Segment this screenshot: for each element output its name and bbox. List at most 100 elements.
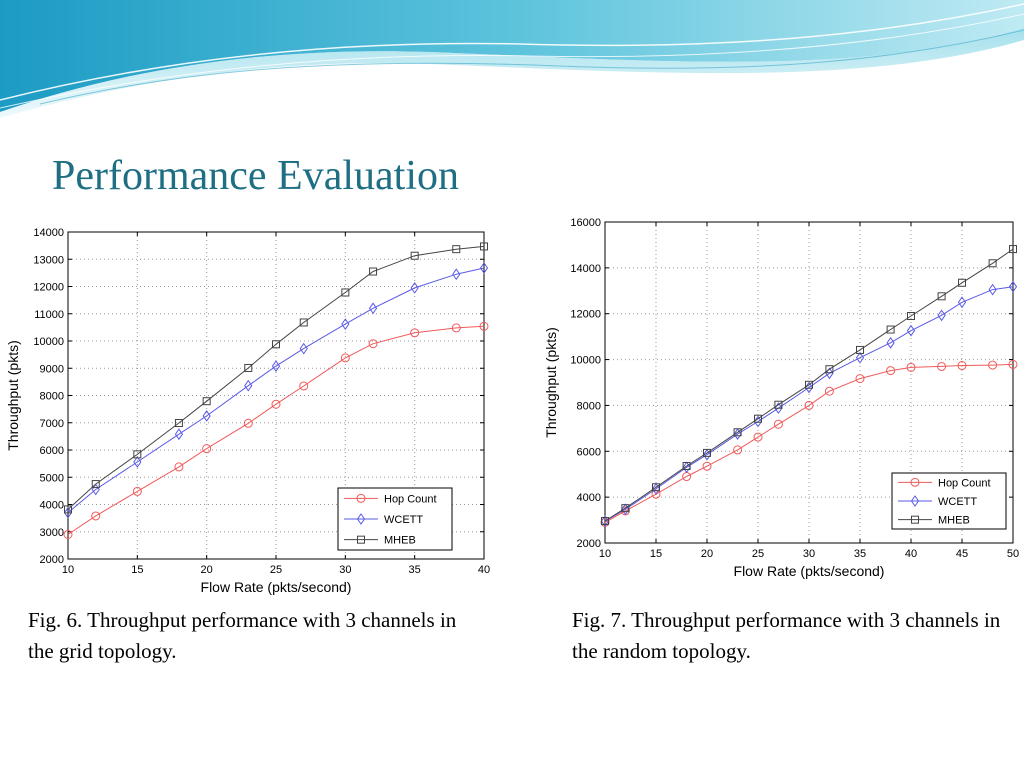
chart2-series-hop-count-point xyxy=(824,386,834,396)
chart1-series-wcett-point xyxy=(341,318,350,330)
chart1-series-mheb-line xyxy=(67,245,485,510)
chart1-series-mheb-point xyxy=(341,288,350,297)
chart1-series-hop-count-point xyxy=(243,418,253,428)
chart2-series-wcett-point xyxy=(682,461,691,474)
chart1-y-tick-label: 12000 xyxy=(33,282,64,294)
chart2-series-wcett-line xyxy=(604,286,1014,522)
chart1-series-wcett-point xyxy=(452,268,461,281)
chart2-x-tick-label: 40 xyxy=(905,548,917,560)
chart2-series-mheb-point xyxy=(703,448,711,457)
chart1-series-wcett-point xyxy=(244,379,253,392)
chart2-y-tick-label: 6000 xyxy=(577,446,601,458)
chart1-y-tick-label: 14000 xyxy=(33,227,64,239)
chart2-series-mheb-point xyxy=(958,278,966,287)
chart1-x-tick-label: 30 xyxy=(339,564,351,576)
chart1-y-tick-label: 9000 xyxy=(40,363,64,375)
chart2-series-wcett-point xyxy=(855,351,865,364)
chart1-legend-entry-wcett-marker xyxy=(356,513,366,525)
chart2-legend-entry-mheb-marker xyxy=(911,515,919,524)
chart1-y-tick-label: 8000 xyxy=(40,391,64,403)
chart1-series-wcett xyxy=(63,262,489,519)
chart1-series-mheb-point xyxy=(369,267,378,276)
chart1-series-hop-count-point xyxy=(368,339,378,349)
chart1-y-axis-label: Throughput (pkts) xyxy=(5,340,21,451)
chart2-series-mheb-point xyxy=(937,292,946,301)
slide-title: Performance Evaluation xyxy=(52,153,459,199)
chart1-series-hop-count-point xyxy=(202,444,212,454)
chart2-series-mheb-point xyxy=(886,325,895,334)
chart2-x-tick-label: 45 xyxy=(956,548,968,560)
chart1-series-hop-count-point xyxy=(63,529,73,539)
chart2-series-wcett-point xyxy=(651,483,661,495)
chart1-x-tick-label: 20 xyxy=(201,564,213,576)
chart1-series-hop-count-line xyxy=(67,325,485,535)
chart2-series-wcett xyxy=(600,280,1018,528)
chart1-series-mheb-point xyxy=(299,318,308,327)
chart1-y-tick-label: 3000 xyxy=(40,527,64,539)
chart2-series-hop-count-point xyxy=(702,461,712,471)
chart1-y-tick-label: 13000 xyxy=(33,254,64,266)
chart1-x-tick-label: 10 xyxy=(62,564,74,576)
chart2-x-tick-label: 50 xyxy=(1007,548,1019,560)
chart2-series-mheb-point xyxy=(774,400,783,409)
chart2-series-mheb-point xyxy=(754,414,762,423)
chart1-series-hop-count-point xyxy=(132,486,142,496)
chart1-series-wcett-point xyxy=(299,342,308,355)
chart1-series-hop-count-point xyxy=(479,321,489,331)
chart2-series-hop-count-point xyxy=(804,400,814,410)
chart1-series-hop-count xyxy=(63,321,489,539)
chart1-series-wcett-point xyxy=(368,302,378,315)
chart2-series-wcett-point xyxy=(702,448,712,461)
chart2-series-mheb-point xyxy=(988,259,997,268)
chart1-y-tick-label: 6000 xyxy=(40,445,64,457)
chart2-series-mheb-point xyxy=(805,380,813,389)
chart1-series-hop-count-point xyxy=(271,399,281,409)
chart1-legend-entry-mheb-marker xyxy=(357,535,365,544)
chart1-series-wcett-line xyxy=(67,267,485,514)
chart1-series-mheb-point xyxy=(174,419,183,428)
chart1-series-mheb xyxy=(64,242,488,514)
chart2-series-mheb-point xyxy=(825,365,834,374)
chart1-y-tick-label: 4000 xyxy=(40,500,64,512)
chart1-series-mheb-point xyxy=(480,242,488,251)
chart2-series-wcett-point xyxy=(957,296,967,309)
chart1-series-mheb-point xyxy=(202,397,211,406)
chart2-series-wcett-point xyxy=(886,336,895,349)
chart1-series-wcett-point xyxy=(479,262,489,274)
chart2-legend-entry-hop-count-marker xyxy=(910,477,920,487)
chart2-series-hop-count-point xyxy=(651,489,661,499)
chart2-legend-entry-hop-count-label: Hop Count xyxy=(938,477,991,489)
chart1-legend-entry-hop-count-label: Hop Count xyxy=(384,493,437,505)
chart2-series-wcett-point xyxy=(906,324,916,337)
chart2-y-tick-label: 4000 xyxy=(577,492,601,504)
chart2-series-mheb-point xyxy=(621,504,630,513)
chart2-series-hop-count-point xyxy=(988,360,998,370)
chart-random-topology: 10 15 20 25 30 35 40 45 50 2000 4000 6000 8000 10000 1… xyxy=(540,210,1024,594)
chart1-x-tick-label: 25 xyxy=(270,564,282,576)
chart2-y-tick-label: 16000 xyxy=(570,217,601,229)
chart2-series-mheb-point xyxy=(652,483,660,492)
chart1-y-tick-label: 11000 xyxy=(34,309,64,321)
chart2-x-axis-label: Flow Rate (pkts/second) xyxy=(734,563,885,579)
chart2-x-tick-label: 20 xyxy=(701,548,713,560)
chart2-series-hop-count xyxy=(600,359,1018,527)
chart2-series-hop-count-point xyxy=(733,445,743,455)
chart2-x-tick-label: 15 xyxy=(650,548,662,560)
chart1-x-axis-label: Flow Rate (pkts/second) xyxy=(201,579,352,595)
chart1-legend-entry-wcett-label: WCETT xyxy=(384,514,423,526)
chart2-series-wcett-point xyxy=(988,283,997,296)
chart1-series-mheb-point xyxy=(272,340,280,349)
chart2-series-mheb-point xyxy=(907,312,915,321)
header-wave-decoration xyxy=(0,0,1024,118)
chart1-x-tick-label: 35 xyxy=(409,564,421,576)
chart1-legend-entry-mheb-label: MHEB xyxy=(384,535,416,547)
chart2-series-mheb-point xyxy=(601,516,609,525)
chart2-series-mheb-line xyxy=(604,248,1014,522)
chart1-y-tick-label: 10000 xyxy=(33,336,64,348)
chart1-series-hop-count-point xyxy=(340,353,350,363)
chart2-series-wcett-point xyxy=(937,309,946,322)
chart2-y-tick-label: 2000 xyxy=(577,538,601,550)
chart2-series-mheb xyxy=(601,245,1017,525)
chart2-x-tick-label: 10 xyxy=(599,548,611,560)
chart1-series-mheb-point xyxy=(91,480,100,489)
